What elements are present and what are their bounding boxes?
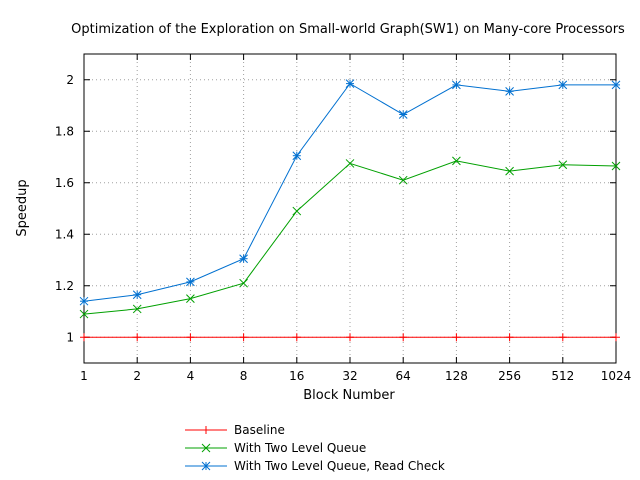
- data-point: [292, 151, 302, 161]
- data-point: [452, 80, 461, 90]
- legend-label: With Two Level Queue: [234, 441, 366, 455]
- data-point: [186, 333, 195, 342]
- data-point: [505, 333, 514, 342]
- data-point: [345, 159, 355, 168]
- y-tick-label: 1.4: [55, 227, 74, 241]
- legend-entry: With Two Level Queue, Read Check: [185, 459, 445, 473]
- chart-title: Optimization of the Exploration on Small…: [71, 22, 625, 37]
- series-2: [79, 79, 621, 306]
- data-point: [132, 290, 142, 300]
- data-point: [80, 333, 88, 342]
- data-point: [558, 333, 567, 342]
- x-tick-label: 1: [80, 369, 88, 383]
- data-point: [611, 80, 621, 90]
- legend-label: Baseline: [234, 423, 285, 437]
- plot-frame: [83, 53, 617, 364]
- ticks: 1 2 4 8 16 32 64 128 256 512 1024 1 1.2 1.4 1.6 1.8 2: [55, 54, 631, 383]
- y-tick-label: 2: [66, 73, 74, 87]
- y-tick-label: 1.2: [55, 279, 74, 293]
- data-point: [79, 296, 89, 306]
- data-point: [399, 333, 408, 342]
- x-tick-label: 512: [551, 369, 574, 383]
- grid: [84, 54, 616, 363]
- legend-marker: [202, 426, 210, 434]
- legend-marker: [201, 443, 211, 453]
- data-point: [505, 86, 514, 96]
- data-point: [345, 79, 355, 88]
- data-point: [186, 294, 195, 303]
- x-tick-label: 128: [445, 369, 468, 383]
- x-tick-label: 8: [240, 369, 248, 383]
- x-tick-label: 4: [187, 369, 195, 383]
- series-0: [80, 333, 620, 342]
- series-line: [83, 160, 617, 315]
- legend-entry: Baseline: [185, 423, 285, 437]
- data-point: [558, 160, 568, 170]
- data-point: [452, 156, 461, 166]
- data-point: [186, 277, 195, 287]
- x-tick-label: 256: [498, 369, 521, 383]
- legend: Baseline With Two Level Queue With Two Lev…: [185, 423, 445, 473]
- data-point: [611, 161, 621, 171]
- data-point: [239, 254, 248, 264]
- data-point: [292, 206, 302, 216]
- data-point: [133, 333, 142, 342]
- x-tick-label: 32: [342, 369, 357, 383]
- series: [79, 79, 621, 342]
- data-point: [398, 110, 408, 119]
- x-tick-label: 2: [133, 369, 141, 383]
- data-point: [239, 333, 248, 342]
- x-tick-label: 64: [396, 369, 411, 383]
- data-point: [132, 304, 142, 314]
- legend-label: With Two Level Queue, Read Check: [234, 459, 445, 473]
- x-axis-label: Block Number: [303, 388, 395, 403]
- y-axis-label: Speedup: [15, 179, 30, 236]
- legend-marker: [201, 461, 211, 471]
- y-tick-label: 1.6: [55, 176, 74, 190]
- legend-entry: With Two Level Queue: [185, 441, 366, 455]
- data-point: [346, 333, 354, 342]
- data-point: [612, 333, 620, 342]
- series-1: [79, 156, 621, 319]
- data-point: [292, 333, 301, 342]
- x-tick-label: 16: [289, 369, 304, 383]
- data-point: [505, 166, 514, 176]
- y-tick-label: 1: [66, 330, 74, 344]
- data-point: [79, 309, 89, 319]
- data-point: [558, 80, 568, 90]
- series-line: [83, 82, 616, 302]
- data-point: [398, 175, 408, 185]
- data-point: [452, 333, 461, 342]
- data-point: [239, 278, 248, 288]
- x-tick-label: 1024: [601, 369, 632, 383]
- y-tick-label: 1.8: [55, 124, 74, 138]
